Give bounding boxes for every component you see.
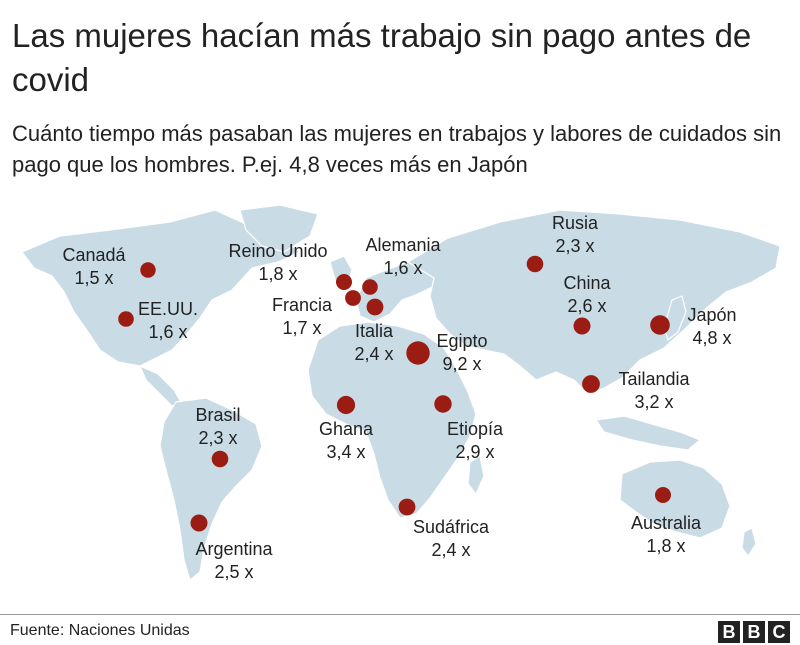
label-brazil: Brasil 2,3 x [195,405,241,448]
label-usa: EE.UU. 1,6 x [137,299,198,342]
marker-alemania [362,279,378,295]
label-argentina: Argentina 2,5 x [195,539,273,582]
marker-francia [345,290,361,306]
marker-etiop-a [434,395,452,413]
marker-canad- [140,262,156,278]
greenland-shape [239,204,319,253]
marker-argentina [190,514,208,532]
marker-rusia [526,255,544,273]
marker-australia [655,487,671,503]
footer-divider [0,614,800,615]
new-zealand-shape [741,527,757,558]
chart-title: Las mujeres hacían más trabajo sin pago … [12,17,752,98]
central-america-shape [138,364,183,407]
marker-china [573,317,591,335]
marker-reino-unido [336,274,352,290]
marker-ghana [336,395,356,415]
label-uk: Reino Unido 1,8 x [228,241,328,284]
north-america-shape [21,209,302,367]
label-australia: Australia 1,8 x [630,513,702,556]
marker-ee-uu- [118,311,134,327]
marker-tailandia [582,375,600,393]
marker-brasil [211,450,229,468]
madagascar-shape [467,455,485,496]
label-ethiopia: Etiopía 2,9 x [446,419,504,462]
label-egypt: Egipto 9,2 x [436,331,488,374]
marker-egipto [406,341,430,365]
label-russia: Rusia 2,3 x [551,213,599,256]
marker-sud-frica [398,498,416,516]
bbc-logo-letter: C [768,621,790,643]
label-canada: Canadá 1,5 x [62,245,126,288]
marker-jap-n [650,315,670,335]
bbc-logo-letter: B [718,621,740,643]
southeast-asia-shape [594,415,702,451]
south-america-shape [159,397,263,582]
label-germany: Alemania 1,6 x [365,235,441,278]
label-thailand: Tailandia 3,2 x [618,369,690,412]
label-china: China 2,6 x [563,273,611,316]
label-italy: Italia 2,4 x [354,321,394,364]
africa-shape [307,321,477,519]
source-note: Fuente: Naciones Unidas [10,622,190,639]
label-ghana: Ghana 3,4 x [318,419,374,462]
bbc-logo: B B C [718,621,790,643]
bbc-logo-letter: B [743,621,765,643]
asia-shape [406,209,781,395]
land-shapes [21,204,781,582]
label-france: Francia 1,7 x [271,295,333,338]
label-south-africa: Sudáfrica 2,4 x [412,517,490,560]
label-japan: Japón 4,8 x [687,305,737,348]
chart-subtitle: Cuánto tiempo más pasaban las mujeres en… [12,121,782,177]
marker-italia [366,298,384,316]
country-markers [118,255,671,532]
australia-shape [619,459,731,539]
